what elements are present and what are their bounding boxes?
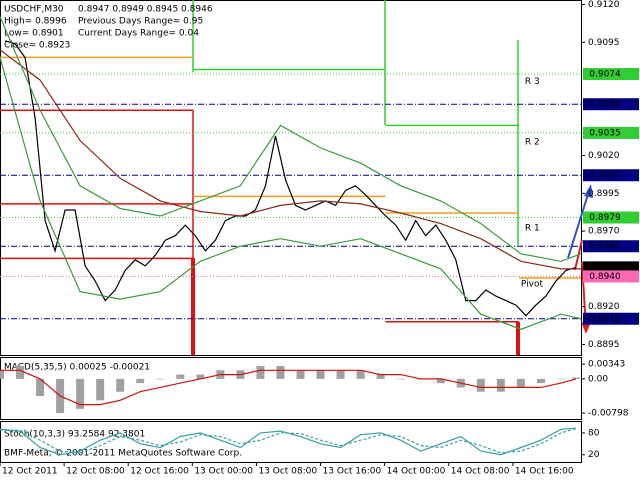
y-tick-label: 80 [588,428,600,438]
macd-bar [0,370,4,379]
price-box [583,312,639,325]
macd-bar [116,378,125,392]
x-tick-label: 12 Oct 16:00 [130,467,189,477]
y-tick-label: 0.9120 [588,0,620,10]
price-label: 0.8946 [589,263,621,273]
x-tick-label: 14 Oct 16:00 [515,467,574,477]
series-line [0,427,577,456]
stoch-panel [0,421,582,463]
x-tick-label: 13 Oct 00:00 [194,467,253,477]
series-line [4,40,577,317]
x-tick-label: 13 Oct 16:00 [323,467,382,477]
price-box [583,211,639,224]
x-tick-label: 12 Oct 08:00 [66,467,125,477]
macd-bar [396,378,405,380]
macd-bar [436,378,445,384]
price-box [583,270,639,283]
macd-bar [256,366,265,379]
arrow-head [581,322,591,334]
info-text: Low= 0.8901 [4,29,64,39]
price-label: 0.8940 [589,272,621,282]
y-tick-label: 0.8920 [588,302,620,312]
price-label: 0.9035 [589,128,621,138]
macd-bar [536,378,545,384]
macd-bar [376,374,385,379]
main-panel [0,0,582,356]
arrow-head [584,184,593,198]
y-tick-label: 0.8995 [588,189,620,199]
y-tick-label: 0.8970 [588,227,620,237]
level-annotation: R 2 [525,138,540,148]
info-text: Close= 0.8923 [4,41,70,51]
indicator-title: MACD(5,35,5) 0.00025 -0.00021 [4,363,150,373]
price-box [583,126,639,139]
macd-bar [16,366,25,379]
copyright: BMF-Meta, © 2001-2011 MetaQuotes Softwar… [4,449,242,459]
series-line [0,49,581,270]
info-text: High= 0.8996 [4,17,67,27]
macd-bar [356,370,365,379]
x-tick-label: 14 Oct 08:00 [451,467,510,477]
x-tick-label: 12 Oct 2011 [2,467,58,477]
indicator-title: Stoch(10,3,3) 93.2584 92.3801 [4,430,145,440]
price-box [583,68,639,81]
price-label: 0.9074 [589,70,621,80]
chart-subtitle: 0.8947 0.8949 0.8945 0.8946 [78,5,213,15]
level-annotation: Pivot [521,280,544,290]
macd-bar [276,366,285,379]
y-tick-label: 0.9020 [588,151,620,161]
macd-panel [0,357,582,420]
series-line [0,369,577,406]
series-line [0,57,582,330]
level-annotation: R 3 [525,77,540,87]
macd-bar [476,378,485,392]
macd-bar [496,378,505,392]
y-tick-label: 0.9095 [588,38,620,48]
y-tick-label: 0.00 [588,374,608,384]
macd-bar [556,378,565,380]
price-box [583,98,639,111]
x-tick-label: 13 Oct 08:00 [258,467,317,477]
y-tick-label: -0.00798 [588,409,629,419]
macd-bar [36,378,45,396]
x-tick-label: 14 Oct 00:00 [387,467,446,477]
macd-bar [76,378,85,409]
info-text: Previous Days Range= 0.95 [78,17,203,27]
price-box [583,169,639,182]
price-box [583,261,639,274]
price-box [583,240,639,253]
price-label: 0.8912 [589,314,621,324]
series-line [0,427,577,454]
price-label: 0.9007 [589,171,621,181]
macd-bar [336,370,345,379]
macd-bar [571,377,580,379]
price-label: 0.8979 [589,213,621,223]
macd-bar [516,378,525,388]
info-text: Current Days Range= 0.04 [78,29,199,39]
y-tick-label: 20 [588,450,600,460]
macd-bar [136,378,145,384]
macd-bar [96,378,105,401]
chart-title: USDCHF,M30 [4,5,64,15]
macd-bar [176,374,185,379]
series-line [0,16,582,262]
price-label: 0.9054 [589,100,621,110]
macd-bar [316,370,325,379]
level-annotation: R 1 [525,224,540,234]
macd-bar [296,370,305,379]
y-tick-label: 0.00343 [588,360,625,370]
arrow [567,187,591,259]
macd-bar [196,374,205,379]
macd-bar [156,378,165,380]
price-label: 0.8960 [589,242,621,252]
y-tick-label: 0.8895 [588,340,620,350]
